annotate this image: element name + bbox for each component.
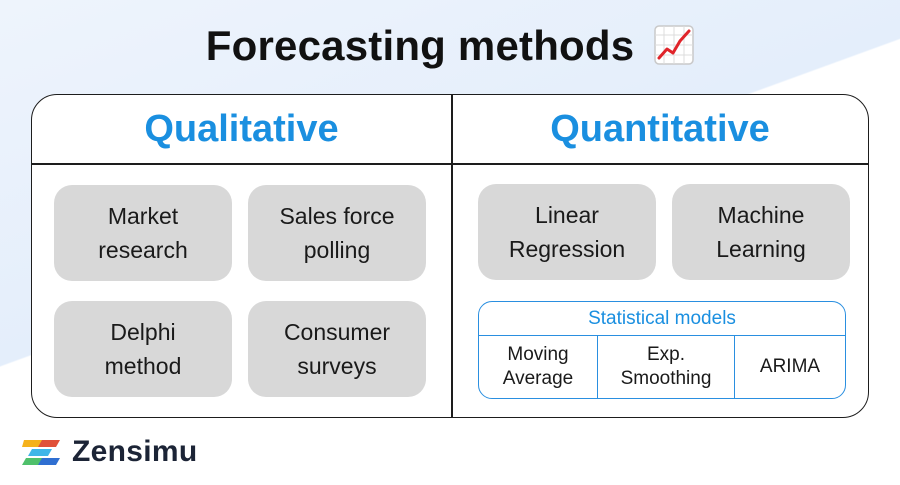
method-delphi-method: Delphi method — [54, 301, 232, 397]
page-title: Forecasting methods — [0, 22, 900, 70]
method-linear-regression: Linear Regression — [478, 184, 656, 280]
qualitative-heading: Qualitative — [144, 108, 339, 150]
chart-increasing-icon — [654, 25, 694, 65]
statistical-models-title: Statistical models — [479, 302, 845, 336]
method-consumer-surveys: Consumer surveys — [248, 301, 426, 397]
column-divider — [451, 95, 453, 417]
model-exp-smoothing: Exp. Smoothing — [597, 336, 734, 398]
model-arima: ARIMA — [734, 336, 845, 398]
method-market-research: Market research — [54, 185, 232, 281]
page-title-text: Forecasting methods — [205, 22, 635, 69]
statistical-models-row: Moving Average Exp. Smoothing ARIMA — [479, 336, 845, 398]
zensimu-logo-icon — [22, 440, 60, 465]
header-divider — [32, 163, 868, 165]
method-machine-learning: Machine Learning — [672, 184, 850, 280]
quantitative-heading: Quantitative — [550, 108, 770, 150]
statistical-models-box: Statistical models Moving Average Exp. S… — [478, 301, 846, 399]
brand-name: Zensimu — [72, 435, 198, 468]
model-moving-average: Moving Average — [502, 344, 574, 389]
method-sales-force-polling: Sales force polling — [248, 185, 426, 281]
methods-panel: Qualitative Quantitative Market research… — [31, 94, 869, 418]
brand: Zensimu — [22, 432, 197, 472]
